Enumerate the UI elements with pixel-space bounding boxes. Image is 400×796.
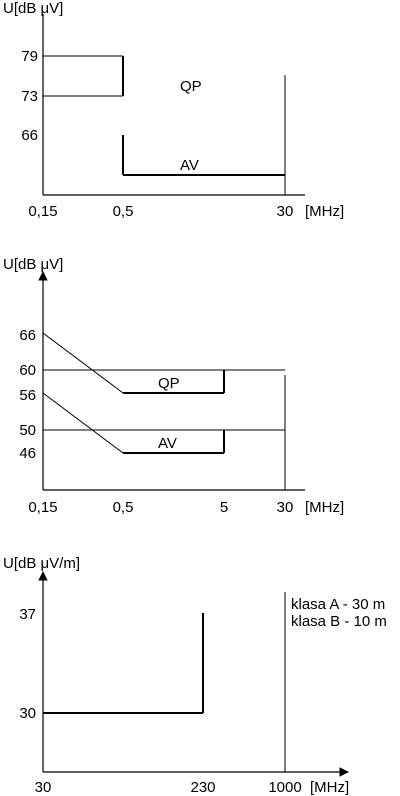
chart-1-x-tick-30: 30 bbox=[277, 203, 294, 220]
chart-2-y-tick-56: 56 bbox=[19, 387, 36, 404]
chart-1-x-unit: [MHz] bbox=[305, 203, 344, 220]
chart-2-x-tick-5: 5 bbox=[220, 499, 228, 516]
chart-2-qp-slope bbox=[42, 332, 124, 394]
chart-1-x-tick-015: 0,15 bbox=[28, 203, 57, 220]
chart-1-y-tick-66: 66 bbox=[21, 127, 38, 144]
chart-2-x-tick-30: 30 bbox=[277, 499, 294, 516]
chart-2-y-axis-label: U[dB μV] bbox=[3, 256, 63, 273]
chart-2-av-slope bbox=[42, 392, 124, 454]
chart-2-qp-label: QP bbox=[158, 375, 180, 392]
chart-3-x-tick-230: 230 bbox=[190, 779, 215, 796]
chart-1-x-tick-05: 0,5 bbox=[113, 203, 134, 220]
chart-2-y-tick-66: 66 bbox=[19, 327, 36, 344]
chart-3-x-tick-30: 30 bbox=[35, 779, 52, 796]
chart-1-y-tick-79: 79 bbox=[21, 48, 38, 65]
chart-3-annotation-class-a: klasa A - 30 m bbox=[291, 596, 385, 613]
chart-1-y-tick-73: 73 bbox=[21, 88, 38, 105]
chart-1: U[dB μV] 79 73 66 QP AV 0,15 0,5 30 [MHz… bbox=[3, 0, 344, 220]
chart-3-y-tick-37: 37 bbox=[19, 606, 36, 623]
chart-3: U[dB μV/m] 37 30 klasa A - 30 m klasa B … bbox=[3, 555, 387, 796]
chart-2-y-tick-60: 60 bbox=[19, 362, 36, 379]
chart-3-y-axis-label: U[dB μV/m] bbox=[3, 555, 80, 572]
chart-2-y-tick-46: 46 bbox=[19, 445, 36, 462]
chart-2-av-label: AV bbox=[158, 435, 177, 452]
chart-2-x-unit: [MHz] bbox=[305, 499, 344, 516]
chart-2-y-tick-50: 50 bbox=[19, 422, 36, 439]
chart-3-annotation-class-b: klasa B - 10 m bbox=[291, 613, 387, 630]
chart-2-x-tick-05: 0,5 bbox=[113, 499, 134, 516]
chart-1-y-axis-label: U[dB μV] bbox=[3, 0, 63, 17]
chart-3-x-unit: [MHz] bbox=[310, 779, 349, 796]
chart-3-x-tick-1000: 1000 bbox=[268, 779, 301, 796]
chart-1-qp-label: QP bbox=[180, 78, 202, 95]
chart-1-av-label: AV bbox=[180, 157, 199, 174]
chart-2: U[dB μV] 66 60 56 50 46 QP AV 0,15 0,5 5… bbox=[3, 256, 344, 516]
chart-3-y-tick-30: 30 bbox=[19, 705, 36, 722]
chart-2-x-tick-015: 0,15 bbox=[28, 499, 57, 516]
